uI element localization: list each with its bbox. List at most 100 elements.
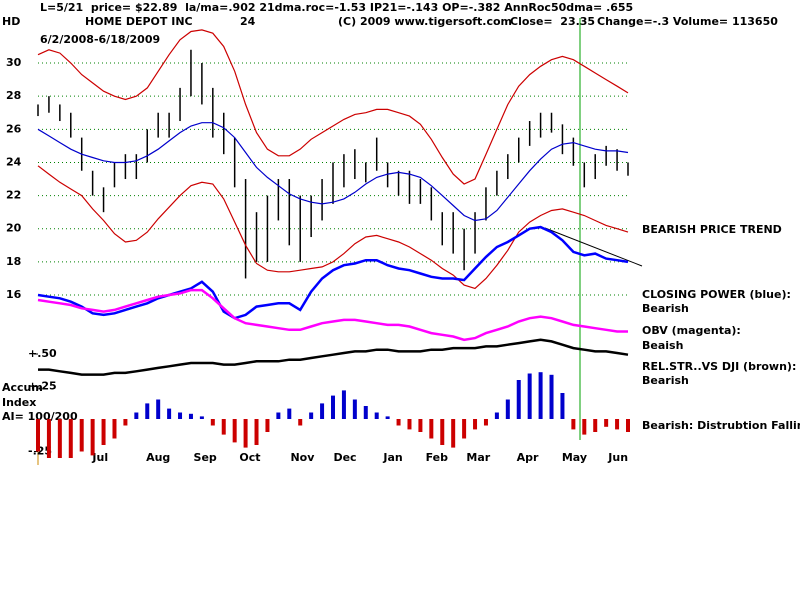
y-tick-label: 24 (6, 155, 22, 168)
accum-bar (615, 419, 620, 430)
symbol: HD (2, 15, 20, 28)
accum-bar (538, 372, 543, 419)
accum-bar (560, 393, 565, 419)
accum-bar (352, 399, 357, 419)
accum-bar (210, 419, 215, 426)
accum-bar (626, 419, 630, 432)
obv-label: OBV (magenta): (642, 324, 741, 337)
x-tick-label: Apr (517, 451, 539, 464)
accum-bar (243, 419, 248, 448)
accum-bar (90, 419, 95, 456)
company: HOME DEPOT INC (85, 15, 193, 28)
accum-bar (101, 419, 106, 445)
accum-bar (145, 403, 150, 419)
accum-bar (287, 408, 292, 419)
stats-line: L=5/21 price= $22.89 la/ma=.902 21dma.ro… (40, 1, 633, 14)
close: Close= 23.35 (510, 15, 595, 28)
accum-bar (494, 412, 499, 419)
trend-line (544, 227, 643, 267)
x-tick-label: Feb (426, 451, 449, 464)
accum-bar (112, 419, 117, 439)
accum-bar (331, 395, 335, 419)
cp-label: CLOSING POWER (blue): (642, 288, 791, 301)
x-tick-label: Aug (146, 451, 170, 464)
x-tick-label: Nov (290, 451, 315, 464)
copyright: (C) 2009 www.tigersoft.com (338, 15, 512, 28)
trend-label: BEARISH PRICE TREND (642, 223, 782, 236)
accum-bar (46, 419, 51, 458)
y-tick-label: +.50 (28, 347, 57, 360)
accum-bar (221, 419, 226, 435)
accum-state: Bearish: Distrubtion Falling. (642, 419, 800, 432)
accum-bar (36, 419, 40, 452)
x-tick-label: Jun (607, 451, 628, 464)
accum-bar (473, 419, 478, 430)
accum-bar (341, 390, 346, 419)
accum-bar (582, 419, 587, 435)
accum-bar (396, 419, 401, 426)
accum-label: Index (2, 396, 36, 409)
series-line (37, 122, 629, 222)
accum-bar (527, 373, 532, 419)
accum-bar (188, 413, 193, 419)
x-tick-label: Jan (382, 451, 402, 464)
accum-bar (429, 419, 434, 439)
accum-bar (604, 419, 609, 427)
accum-bar (385, 416, 390, 419)
series-line (37, 29, 629, 185)
accum-bar (320, 403, 325, 419)
accum-bar (440, 419, 445, 445)
series-line (37, 165, 629, 290)
accum-bar (123, 419, 128, 426)
accum-bar (68, 419, 73, 458)
accum-bar (276, 412, 281, 419)
accum-bar (407, 419, 412, 430)
y-tick-label: 18 (6, 255, 21, 268)
x-tick-label: Mar (466, 451, 490, 464)
x-tick-label: May (562, 451, 587, 464)
x-tick-label: Oct (239, 451, 260, 464)
accum-bar (418, 419, 423, 432)
accum-bar (374, 412, 379, 419)
y-tick-label: 28 (6, 89, 21, 102)
accum-bar (549, 374, 554, 419)
x-tick-label: Jul (91, 451, 108, 464)
accum-bar (79, 419, 84, 452)
accum-label: Accum (2, 381, 43, 394)
cp-state: Bearish (642, 302, 689, 315)
x-tick-label: Sep (194, 451, 217, 464)
x-tick-label: Dec (333, 451, 356, 464)
accum-bar (298, 419, 303, 426)
y-tick-label: 30 (6, 56, 22, 69)
series-line (38, 338, 629, 376)
accum-bar (199, 416, 204, 419)
series-line (37, 225, 629, 320)
code: 24 (240, 15, 256, 28)
accum-bar (483, 419, 488, 426)
date-range: 6/2/2008-6/18/2009 (40, 33, 160, 46)
y-tick-label: 20 (6, 222, 22, 235)
obv-state: Beaish (642, 339, 683, 352)
accum-bar (451, 419, 456, 448)
accum-bar (593, 419, 598, 432)
accum-bar (167, 408, 172, 419)
accum-bar (571, 419, 576, 430)
change: Change=-.3 Volume= 113650 (597, 15, 778, 28)
accum-bar (57, 419, 62, 458)
accum-bar (232, 419, 237, 443)
accum-bar (462, 419, 467, 439)
accum-bar (156, 399, 161, 419)
y-tick-label: 26 (6, 122, 22, 135)
y-tick-label: -.25 (28, 445, 52, 458)
y-tick-label: 16 (6, 288, 22, 301)
rs-state: Bearish (642, 374, 689, 387)
accum-bar (254, 419, 259, 445)
accum-bar (516, 380, 521, 419)
accum-bar (505, 399, 510, 419)
series-line (37, 288, 628, 342)
rs-label: REL.STR..VS DJI (brown): (642, 360, 796, 373)
accum-bar (265, 419, 270, 432)
y-tick-label: +.25 (28, 380, 57, 393)
accum-bar (134, 412, 139, 419)
